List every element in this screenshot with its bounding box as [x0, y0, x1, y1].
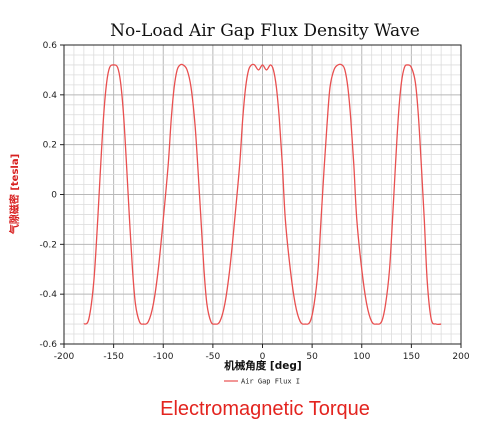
axis-ticks [60, 44, 462, 348]
grid [64, 45, 461, 344]
x-tick-label: 200 [452, 352, 469, 362]
x-tick-label: -100 [153, 352, 174, 362]
x-tick-label: 50 [306, 352, 318, 362]
y-tick-label: -0.2 [39, 240, 57, 250]
y-tick-label: -0.4 [39, 290, 57, 300]
caption: Electromagnetic Torque [160, 398, 370, 420]
legend-label: Air Gap Flux I [241, 378, 300, 386]
x-axis-label: 机械角度 [deg] [224, 359, 301, 372]
y-tick-labels: 0.6 0.4 0.2 0 -0.2 -0.4 -0.6 [39, 41, 57, 350]
x-tick-label: 150 [403, 352, 420, 362]
x-tick-labels: -200 -150 -100 -50 0 50 100 150 200 [54, 352, 470, 362]
x-tick-label: -200 [54, 352, 75, 362]
y-tick-label: 0 [51, 191, 57, 201]
x-tick-label: 100 [353, 352, 370, 362]
x-tick-label: -150 [103, 352, 124, 362]
y-tick-label: 0.4 [43, 91, 58, 101]
plot-area [60, 44, 462, 348]
series-layer [83, 63, 442, 326]
x-tick-label: 0 [260, 352, 266, 362]
y-tick-label: -0.6 [39, 340, 57, 350]
y-axis-label: 气隙磁密 [tesla] [8, 154, 21, 235]
series-line-air-gap-flux [83, 63, 442, 326]
legend: Air Gap Flux I [224, 378, 300, 386]
flux-density-chart: No-Load Air Gap Flux Density Wave -200 -1… [8, 21, 470, 386]
chart-title: No-Load Air Gap Flux Density Wave [110, 21, 420, 41]
y-tick-label: 0.6 [43, 41, 58, 51]
x-tick-label: -50 [206, 352, 221, 362]
y-tick-label: 0.2 [43, 141, 57, 151]
